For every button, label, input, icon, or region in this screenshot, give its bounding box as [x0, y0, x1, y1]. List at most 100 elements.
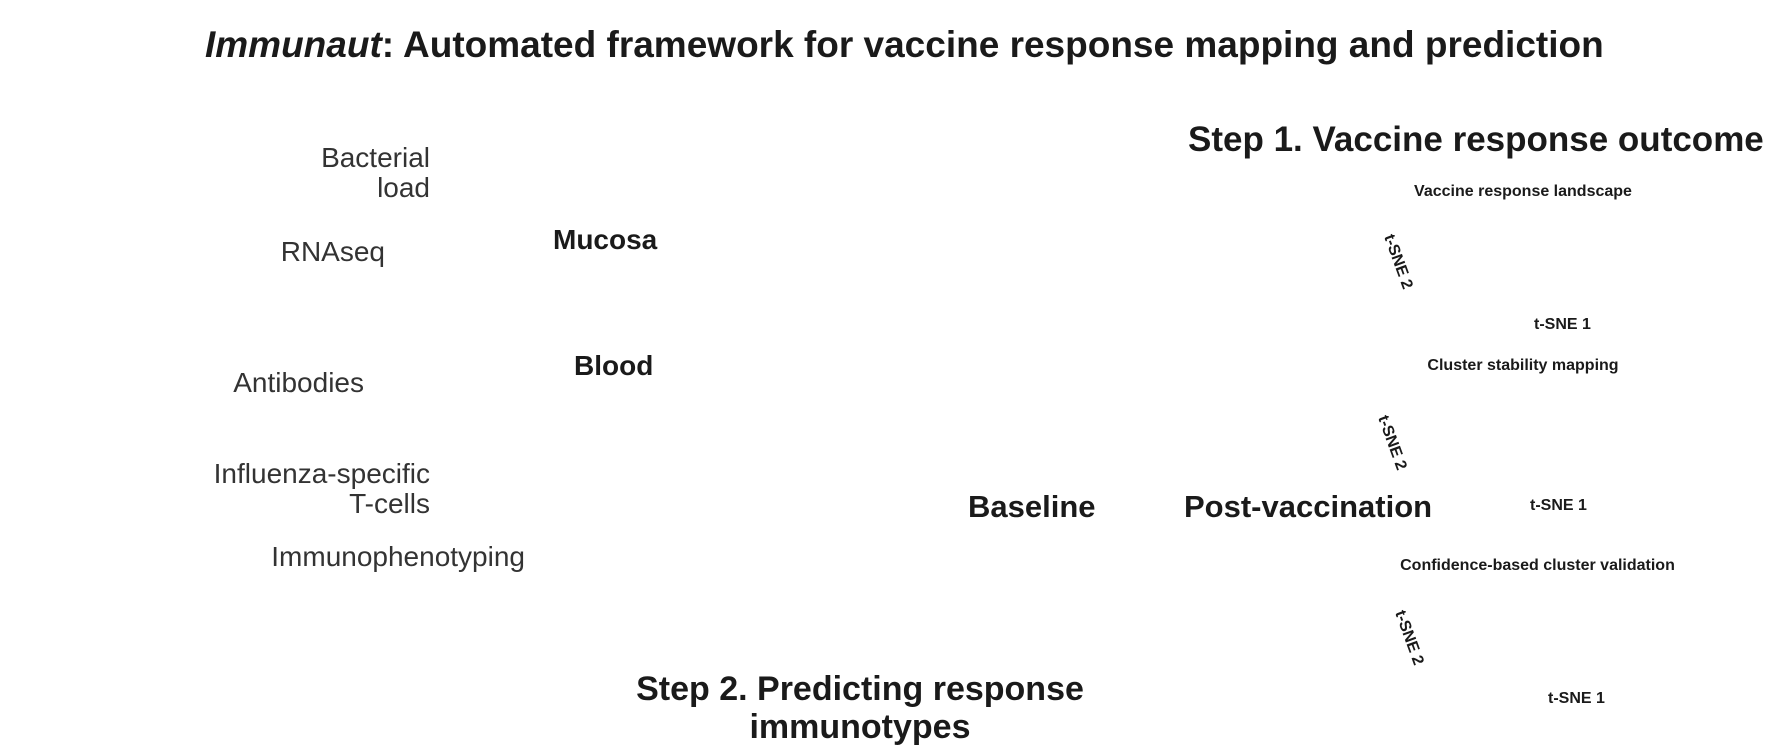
- tsne-person-mark: [1577, 414, 1584, 438]
- panel-stability: [1366, 383, 1677, 495]
- label-t-cells: Influenza-specific T-cells: [214, 459, 430, 519]
- forward-arrow: [1016, 219, 1366, 317]
- tsne-person-mark: [1557, 242, 1564, 266]
- tsne-person-mark: [1479, 598, 1488, 627]
- tsne-person-mark: [1501, 446, 1508, 470]
- bacteria-icon: [443, 182, 502, 209]
- tsne-person-mark: [1561, 440, 1568, 464]
- antibodies-node: [360, 359, 450, 449]
- person-orange: [835, 258, 907, 514]
- site-blood-label: Blood: [574, 350, 654, 381]
- mucosa-node: [567, 247, 657, 337]
- tsne-person-mark: [1441, 390, 1448, 414]
- tsne-person-mark: [1569, 456, 1576, 480]
- tsne-person-mark: [1453, 276, 1460, 300]
- blood-node: [572, 375, 662, 465]
- tsne-person-mark: [1521, 460, 1528, 484]
- tsne-person-mark: [1589, 610, 1598, 639]
- step1-title: Step 1. Vaccine response outcome: [1188, 120, 1764, 159]
- tsne-person-mark: [1605, 420, 1612, 444]
- human-cohort: [737, 252, 1018, 514]
- panel2-ylabel: t-SNE 2: [1374, 413, 1410, 473]
- title-italic: Immunaut: [205, 24, 382, 65]
- tsne-person-mark: [1505, 432, 1512, 456]
- tsne-person-mark: [1457, 258, 1464, 282]
- tsne-person-mark: [1525, 262, 1532, 286]
- tsne-person-mark: [1583, 598, 1592, 627]
- tsne-person-mark: [1547, 450, 1554, 474]
- landscape-people: [1419, 216, 1606, 306]
- tsne-person-mark: [1449, 414, 1456, 438]
- tsne-person-mark: [1473, 618, 1482, 647]
- tsne-person-mark: [1491, 428, 1498, 452]
- tsne-person-mark: [1457, 216, 1464, 240]
- tsne-person-mark: [1587, 430, 1594, 454]
- tsne-person-mark: [1525, 636, 1534, 665]
- tsne-person-mark: [1571, 246, 1578, 270]
- panel1-title: Vaccine response landscape: [1414, 183, 1632, 200]
- tsne-person-mark: [1477, 416, 1484, 440]
- step2-title-line2: immunotypes: [749, 708, 971, 746]
- panel2-title: Cluster stability mapping: [1427, 357, 1619, 374]
- tsne-person-mark: [1467, 392, 1474, 416]
- tsne-person-mark: [1443, 430, 1450, 454]
- tsne-person-mark: [1581, 228, 1588, 252]
- label-tcells-line2: T-cells: [349, 488, 430, 519]
- panel-landscape: [1373, 211, 1672, 311]
- panel1-xlabel: t-SNE 1: [1534, 316, 1591, 333]
- figure-title: Immunaut: Automated framework for vaccin…: [205, 24, 1604, 66]
- panel3-ylabel: t-SNE 2: [1391, 608, 1427, 668]
- tsne-person-mark: [1539, 256, 1546, 280]
- tsne-person-mark: [1505, 274, 1512, 298]
- validation-people: [1467, 594, 1616, 677]
- node-dot-lower: [709, 382, 725, 398]
- tsne-person-mark: [1531, 648, 1540, 677]
- step2-title: Step 2. Predicting response immunotypes: [620, 670, 1100, 746]
- tsne-person-mark: [1547, 282, 1554, 306]
- tsne-person-mark: [1491, 606, 1500, 635]
- timeline-axis: [1028, 446, 1330, 470]
- tsne-person-mark: [1553, 262, 1560, 286]
- tsne-person-mark: [1455, 396, 1462, 420]
- phenotype-cells-icon: [548, 526, 593, 570]
- rnaseq-node: [355, 261, 445, 351]
- tsne-person-mark: [1553, 222, 1560, 246]
- tsne-person-mark: [1489, 240, 1496, 264]
- tsne-person-mark: [1531, 276, 1538, 300]
- water-drop-icon: [599, 266, 629, 315]
- tsne-person-mark: [1485, 612, 1494, 641]
- label-immunophenotyping: Immunophenotyping: [271, 541, 525, 572]
- person-teal: [760, 252, 831, 506]
- tsne-person-mark: [1587, 240, 1594, 264]
- syringe-icon: [1048, 363, 1141, 444]
- panel-validation: [1388, 584, 1690, 684]
- tsne-person-mark: [1595, 594, 1604, 623]
- tsne-person-mark: [1457, 428, 1464, 452]
- tsne-person-mark: [1577, 430, 1584, 454]
- tsne-person-mark: [1463, 410, 1470, 434]
- tsne-person-mark: [1591, 418, 1598, 442]
- timeline-post-label: Post-vaccination: [1184, 489, 1433, 524]
- tsne-person-mark: [1507, 462, 1514, 486]
- node-dot-upper: [709, 310, 725, 326]
- label-rnaseq: RNAseq: [280, 236, 385, 267]
- tsne-person-mark: [1461, 236, 1468, 260]
- tsne-person-mark: [1467, 604, 1476, 633]
- step2-title-line1: Step 2. Predicting response: [636, 670, 1084, 708]
- cluster-ellipse-purple: [1437, 602, 1525, 650]
- tsne-person-mark: [1537, 462, 1544, 486]
- cycle-arrows: [1016, 219, 1366, 701]
- site-mucosa-label: Mucosa: [553, 224, 658, 255]
- person-teal-light: [737, 270, 797, 479]
- tsne-person-mark: [1433, 218, 1440, 242]
- antibody-icon: [387, 389, 430, 427]
- tsne-person-mark: [1475, 226, 1482, 250]
- label-bacterial-load: Bacterial load: [321, 143, 430, 203]
- tsne-person-mark: [1479, 400, 1486, 424]
- tsne-person-mark: [1419, 236, 1426, 260]
- tsne-person-mark: [1531, 446, 1538, 470]
- tsne-person-mark: [1511, 258, 1518, 282]
- tsne-person-mark: [1555, 398, 1562, 422]
- forward-arrowhead-icon: [1260, 260, 1355, 335]
- tsne-person-mark: [1561, 414, 1568, 438]
